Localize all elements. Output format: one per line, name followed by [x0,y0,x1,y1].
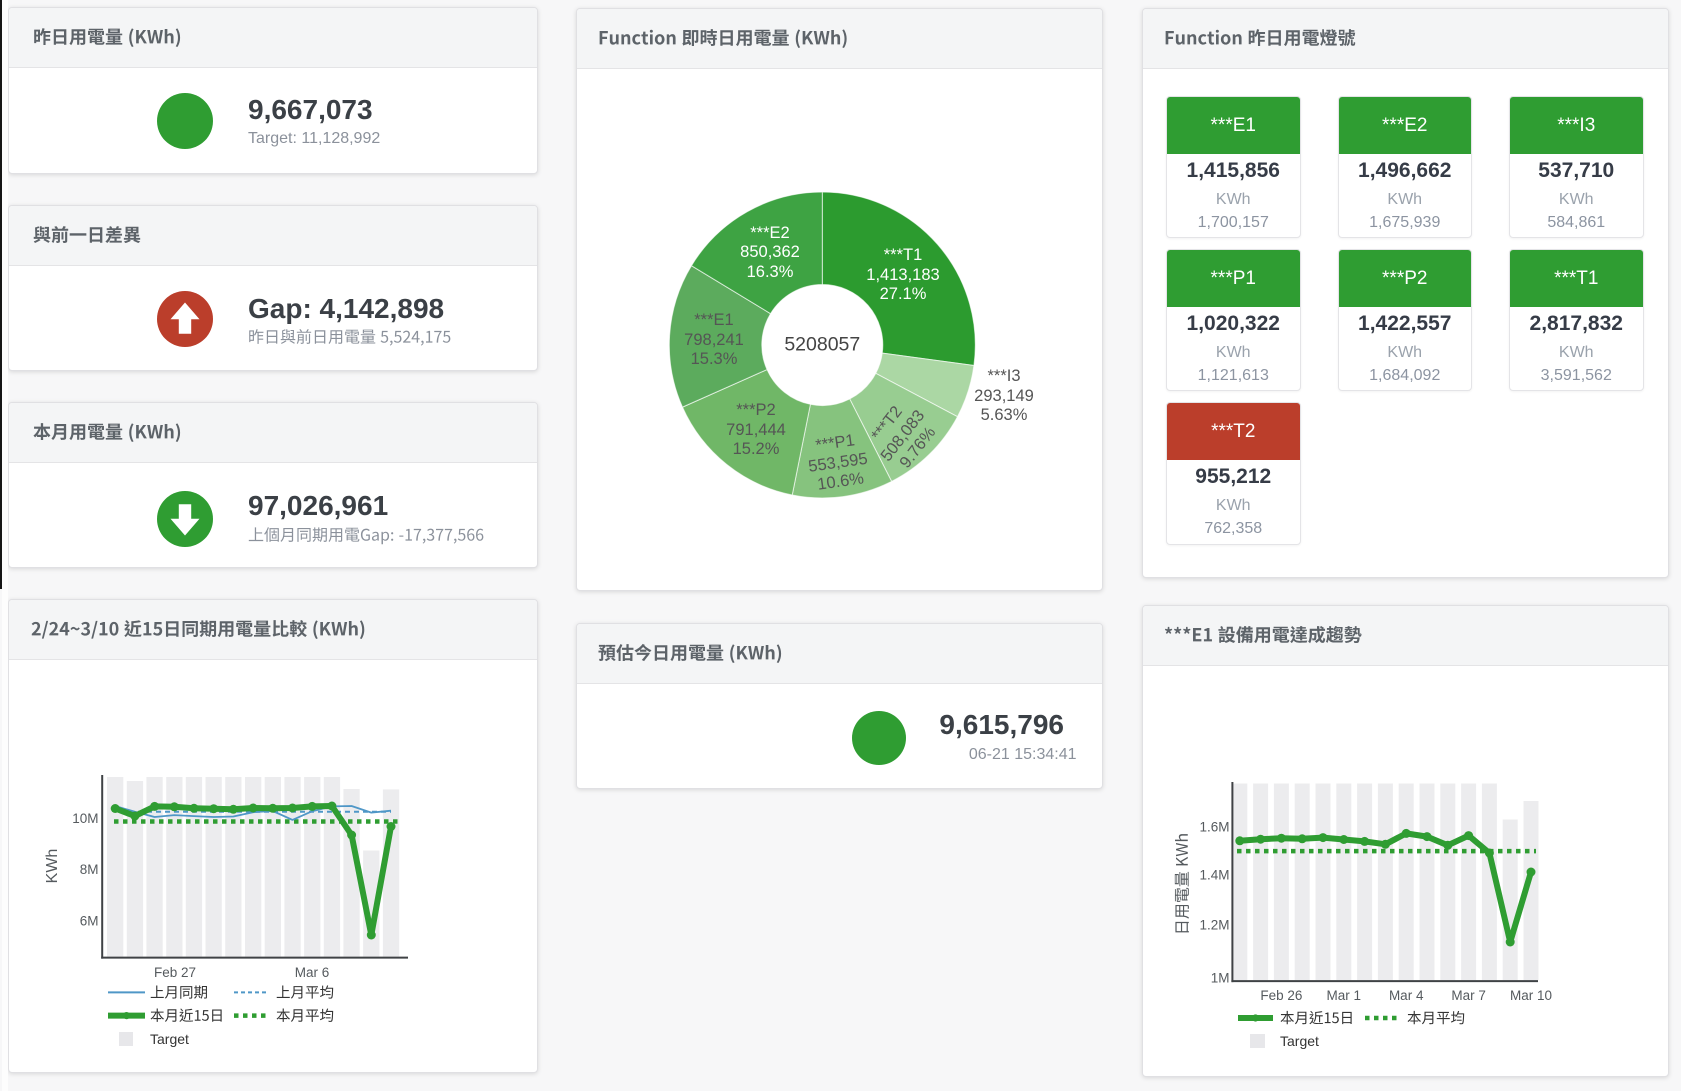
svg-text:8M: 8M [80,862,99,877]
svg-text:10M: 10M [72,811,98,826]
svg-text:Mar 4: Mar 4 [1389,988,1424,1003]
svg-text:Mar 10: Mar 10 [1510,988,1552,1003]
svg-text:Feb 26: Feb 26 [1260,988,1302,1003]
svg-text:6M: 6M [80,914,99,929]
svg-text:1.4M: 1.4M [1199,868,1229,883]
svg-text:1.6M: 1.6M [1199,820,1229,835]
svg-text:Mar 6: Mar 6 [295,965,330,980]
svg-text:Target: Target [150,1031,189,1047]
svg-text:1.2M: 1.2M [1199,918,1229,933]
svg-text:1M: 1M [1211,971,1230,986]
svg-text:Target: Target [1280,1033,1319,1049]
svg-text:Feb 27: Feb 27 [154,965,196,980]
svg-text:KWh: KWh [44,849,61,884]
svg-text:Mar 7: Mar 7 [1451,988,1486,1003]
svg-text:Mar 1: Mar 1 [1327,988,1362,1003]
